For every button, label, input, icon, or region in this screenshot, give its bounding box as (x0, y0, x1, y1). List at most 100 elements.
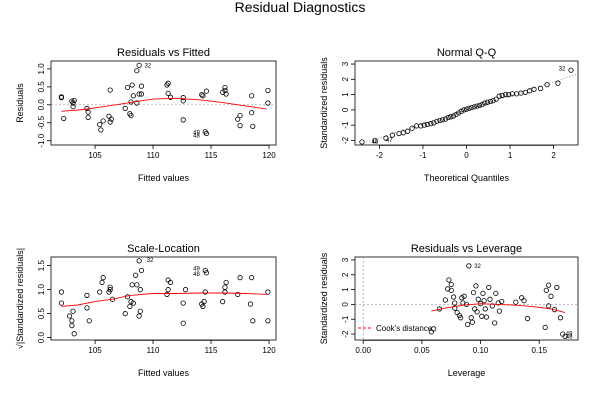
data-point (134, 68, 140, 74)
data-point (469, 104, 475, 111)
panel-sl: Scale-Location 105 110 115 120 0.0 0.5 1.0 1.5 Fi… (15, 243, 277, 378)
data-point (557, 315, 563, 321)
data-point (445, 114, 451, 121)
data-point (568, 67, 574, 73)
data-point (480, 290, 486, 296)
data-point (222, 87, 228, 94)
point-label: 32 (474, 264, 481, 270)
data-point (442, 297, 448, 303)
data-point (513, 91, 520, 97)
data-point (546, 282, 552, 288)
y-tick-label: 1.5 (37, 260, 46, 272)
figure-title: Residual Diagnostics (235, 0, 366, 15)
data-point (138, 83, 145, 89)
x-tick-label: 105 (88, 346, 102, 355)
data-point (389, 132, 396, 138)
data-point (453, 111, 459, 118)
data-point (137, 287, 143, 293)
x-tick-label: 1 (508, 151, 513, 160)
data-point (203, 88, 210, 94)
data-point (431, 120, 437, 126)
data-point (71, 331, 77, 337)
data-point (492, 320, 498, 326)
data-point (265, 318, 271, 324)
data-point (130, 300, 136, 306)
y-tick-label: -1 (341, 315, 350, 323)
data-point (202, 267, 208, 274)
legend-label: Cook's distance (376, 324, 433, 333)
data-point (122, 105, 128, 111)
y-tick-label: 2 (341, 272, 350, 277)
data-point (97, 121, 103, 128)
data-point (452, 300, 458, 306)
y-tick-label: 0.0 (37, 99, 46, 111)
data-point (124, 84, 131, 91)
data-point (454, 309, 460, 316)
data-point (250, 123, 256, 129)
data-point (84, 305, 90, 311)
point-label: 32 (147, 258, 154, 264)
y-tick-label: -0.5 (37, 115, 46, 129)
data-point (383, 135, 389, 141)
panel-rvf: Residuals vs Fitted 105 110 115 120 -1.0 -0.5 0… (15, 47, 277, 183)
x-axis-label: Fitted values (138, 173, 190, 183)
data-point (129, 82, 135, 88)
data-point (180, 300, 186, 306)
data-point (180, 320, 186, 326)
data-point (487, 296, 493, 302)
data-point (223, 91, 229, 97)
x-tick-label: 2 (551, 151, 556, 160)
panel-title: Residuals vs Leverage (411, 243, 522, 255)
data-point (136, 258, 142, 264)
data-point (201, 299, 207, 305)
x-tick-label: -2 (376, 151, 384, 160)
data-point (487, 98, 494, 105)
data-point (452, 305, 458, 311)
x-tick-label: 115 (205, 346, 218, 355)
data-point (486, 284, 492, 290)
data-point (503, 92, 509, 98)
data-point (70, 100, 76, 106)
data-point (479, 313, 485, 319)
data-point (58, 289, 65, 295)
data-point (70, 103, 76, 110)
data-point (165, 80, 171, 86)
data-point (463, 106, 470, 112)
data-point (506, 92, 512, 98)
data-point (481, 298, 487, 304)
y-tick-label: 1.0 (37, 63, 46, 75)
data-point (134, 282, 140, 288)
y-tick-label: 0.5 (37, 81, 46, 93)
smooth-line (61, 292, 267, 307)
point-label: 32 (144, 63, 151, 69)
data-point (180, 98, 186, 104)
data-point (165, 287, 171, 293)
data-point (448, 287, 454, 293)
data-point (421, 122, 427, 128)
y-tick-label: -1 (341, 121, 350, 129)
data-point (249, 275, 255, 281)
x-axis-label: Leverage (448, 368, 486, 378)
plot-frame (354, 256, 579, 341)
data-point (202, 289, 208, 295)
data-point (249, 110, 255, 116)
x-tick-label: 0.00 (355, 346, 371, 355)
data-point (97, 289, 103, 295)
y-axis-label: Standardized residuals (319, 252, 329, 344)
data-point (518, 90, 524, 96)
data-point (489, 303, 495, 309)
y-tick-label: 1 (341, 92, 350, 97)
x-tick-label: 105 (88, 151, 102, 160)
data-point (450, 113, 457, 119)
smooth-line (431, 303, 566, 314)
data-point (479, 101, 485, 108)
y-tick-label: 0 (341, 302, 350, 307)
data-point (439, 117, 446, 123)
data-point (396, 130, 402, 137)
data-point (249, 93, 255, 99)
y-tick-label: -1.0 (37, 133, 46, 147)
y-tick-label: 0.5 (37, 308, 46, 320)
point-label: 32 (559, 66, 566, 72)
data-point (471, 104, 477, 110)
data-point (461, 293, 467, 299)
